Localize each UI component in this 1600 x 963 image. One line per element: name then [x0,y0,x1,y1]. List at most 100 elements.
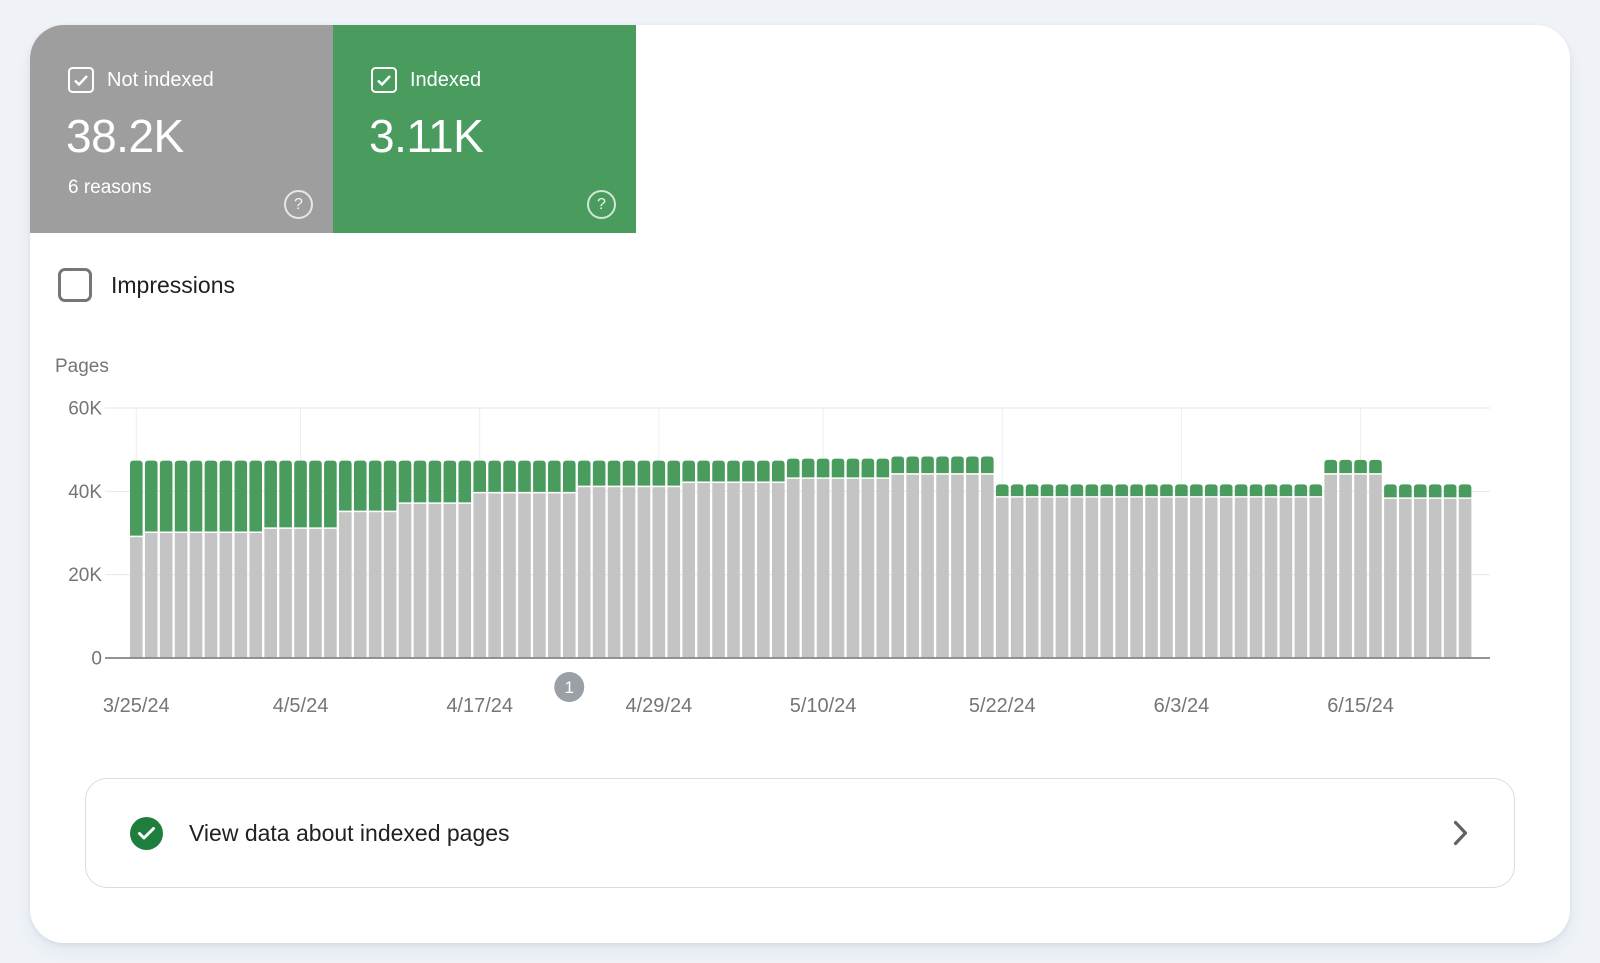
bar-indexed[interactable] [324,460,337,528]
bar-not-indexed[interactable] [951,474,964,658]
bar-not-indexed[interactable] [1085,497,1099,658]
bar-indexed[interactable] [1279,484,1293,497]
bar-indexed[interactable] [368,460,382,511]
bar-indexed[interactable] [697,460,710,482]
bar-not-indexed[interactable] [876,478,890,658]
bar-indexed[interactable] [846,458,860,478]
bar-indexed[interactable] [1175,484,1188,497]
bar-not-indexed[interactable] [697,483,710,658]
bar-not-indexed[interactable] [891,474,905,658]
bar-not-indexed[interactable] [1249,497,1263,658]
bar-indexed[interactable] [398,460,412,503]
bar-indexed[interactable] [1294,484,1308,497]
bar-not-indexed[interactable] [592,487,606,658]
bar-indexed[interactable] [1055,484,1069,497]
bar-indexed[interactable] [861,458,875,478]
bar-not-indexed[interactable] [473,493,486,658]
bar-indexed[interactable] [1100,484,1114,497]
bar-indexed[interactable] [428,460,442,503]
bar-indexed[interactable] [1339,459,1352,474]
bar-not-indexed[interactable] [846,478,860,658]
bar-indexed[interactable] [204,460,218,532]
bar-not-indexed[interactable] [219,533,233,658]
bar-indexed[interactable] [562,460,576,492]
bar-not-indexed[interactable] [682,483,696,658]
bar-not-indexed[interactable] [861,478,875,658]
bar-indexed[interactable] [1249,484,1263,497]
bar-not-indexed[interactable] [1264,497,1278,658]
bar-not-indexed[interactable] [1384,498,1397,658]
bar-indexed[interactable] [159,460,173,532]
impressions-checkbox[interactable] [58,268,92,302]
bar-not-indexed[interactable] [234,533,248,658]
bar-indexed[interactable] [264,460,277,528]
bar-indexed[interactable] [473,460,486,492]
bar-indexed[interactable] [1160,484,1173,497]
bar-indexed[interactable] [488,460,501,492]
bar-not-indexed[interactable] [533,493,546,658]
bar-indexed[interactable] [906,456,919,474]
bar-not-indexed[interactable] [458,503,472,658]
bar-not-indexed[interactable] [368,512,382,658]
bar-not-indexed[interactable] [652,487,666,658]
bar-not-indexed[interactable] [294,528,307,658]
bar-indexed[interactable] [1354,459,1367,474]
bar-indexed[interactable] [1145,484,1158,497]
bar-indexed[interactable] [771,460,785,482]
bar-not-indexed[interactable] [1443,498,1457,658]
bar-not-indexed[interactable] [174,533,188,658]
bar-indexed[interactable] [249,460,263,532]
bar-not-indexed[interactable] [981,474,994,658]
bar-indexed[interactable] [712,460,725,482]
bar-not-indexed[interactable] [1279,497,1293,658]
view-indexed-pages-link[interactable]: View data about indexed pages [85,778,1515,888]
bar-indexed[interactable] [189,460,203,532]
bar-not-indexed[interactable] [189,533,203,658]
bar-not-indexed[interactable] [1354,474,1367,658]
bar-not-indexed[interactable] [667,487,681,658]
bar-indexed[interactable] [786,458,800,478]
bar-not-indexed[interactable] [1219,497,1233,658]
bar-indexed[interactable] [1384,484,1397,498]
bar-not-indexed[interactable] [488,493,501,658]
bar-indexed[interactable] [1458,484,1472,498]
bar-not-indexed[interactable] [637,487,651,658]
bar-indexed[interactable] [1234,484,1248,497]
bar-not-indexed[interactable] [249,533,263,658]
bar-indexed[interactable] [1204,484,1218,497]
summary-card-indexed[interactable]: Indexed 3.11K ? [333,25,636,233]
bar-not-indexed[interactable] [428,503,442,658]
pages-chart[interactable]: 0 20K 40K 60K Pages 3/25/24 4/5/24 4/17/24 4/29/… [30,340,1570,740]
bar-not-indexed[interactable] [801,478,815,658]
bar-not-indexed[interactable] [906,474,919,658]
bar-indexed[interactable] [1413,484,1427,498]
annotation-marker-1[interactable] [554,672,585,702]
bar-indexed[interactable] [309,460,322,528]
bar-not-indexed[interactable] [936,474,949,658]
bar-not-indexed[interactable] [413,503,427,658]
bar-not-indexed[interactable] [279,528,292,658]
bar-indexed[interactable] [1443,484,1457,498]
bar-not-indexed[interactable] [1040,497,1054,658]
bar-indexed[interactable] [144,460,158,532]
bar-indexed[interactable] [458,460,472,503]
bar-not-indexed[interactable] [966,474,979,658]
bar-not-indexed[interactable] [548,493,561,658]
bar-indexed[interactable] [548,460,561,492]
bar-not-indexed[interactable] [1070,497,1084,658]
bar-indexed[interactable] [1070,484,1084,497]
bar-indexed[interactable] [607,460,621,486]
bar-not-indexed[interactable] [607,487,621,658]
bar-indexed[interactable] [1130,484,1143,497]
bar-indexed[interactable] [622,460,636,486]
bar-indexed[interactable] [339,460,352,511]
bar-indexed[interactable] [279,460,292,528]
bar-indexed[interactable] [1264,484,1278,497]
bar-indexed[interactable] [577,460,591,486]
chevron-right-icon[interactable] [1453,820,1468,846]
bar-not-indexed[interactable] [443,503,457,658]
bar-not-indexed[interactable] [398,503,412,658]
bar-indexed[interactable] [981,456,994,474]
bar-not-indexed[interactable] [324,528,337,658]
bar-indexed[interactable] [353,460,367,511]
